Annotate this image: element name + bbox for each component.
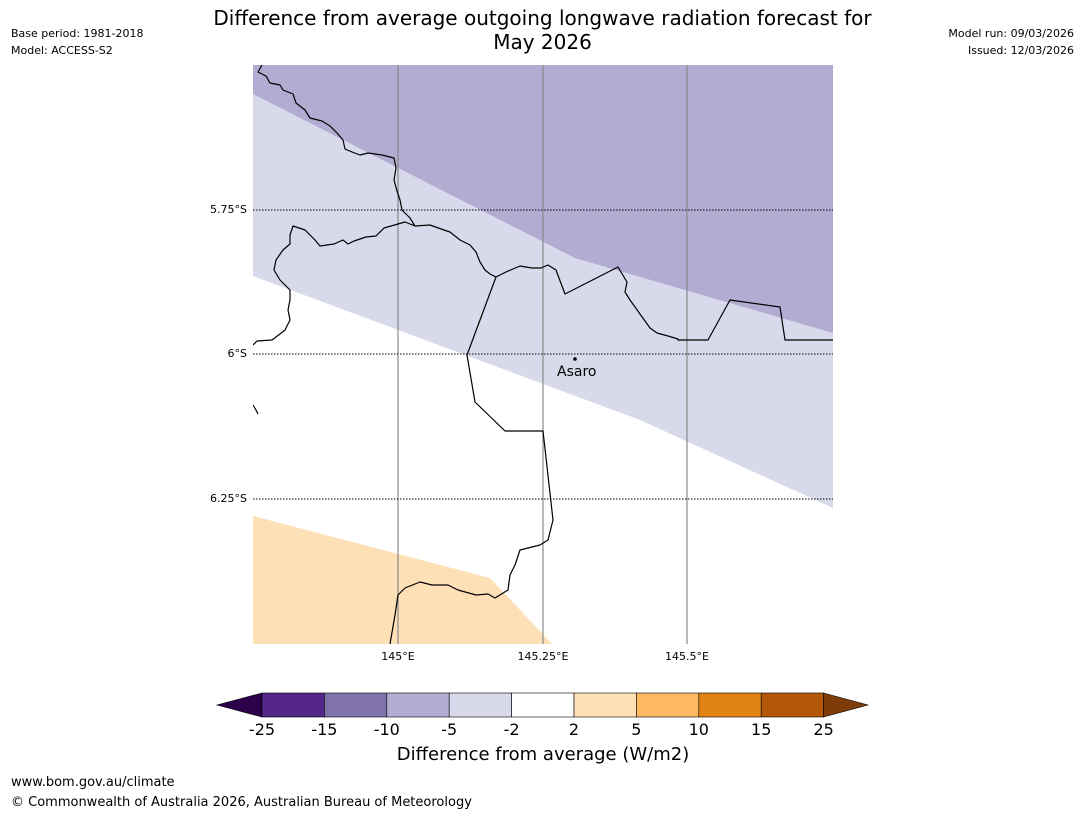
- anomaly-band-p2-p5: [253, 516, 552, 644]
- boundary-north: [257, 65, 416, 227]
- boundary-district: [389, 276, 554, 644]
- base-period-text: Base period: 1981-2018: [11, 27, 144, 40]
- footer-url[interactable]: www.bom.gov.au/climate: [11, 775, 175, 790]
- colorbar-bin-p2-p5: [573, 692, 637, 718]
- colorbar-bin-p5-p10: [636, 692, 700, 718]
- colorbar-bin-p10-p15: [698, 692, 762, 718]
- colorbar-tick-label: 2: [568, 720, 580, 739]
- colorbar-tick-label: 10: [688, 720, 709, 739]
- colorbar-tick-label: -2: [503, 720, 520, 739]
- issued-text: Issued: 12/03/2026: [967, 44, 1074, 57]
- colorbar-tick-label: 15: [751, 720, 772, 739]
- title-line-2: May 2026: [493, 30, 592, 54]
- model-text: Model: ACCESS-S2: [11, 44, 113, 57]
- lat-label-6-25s: 6.25°S: [210, 492, 247, 505]
- colorbar-tick-label: -25: [248, 720, 276, 739]
- colorbar-tick-label: -10: [373, 720, 400, 739]
- boundary-west: [253, 221, 416, 346]
- colorbar-tick-label: -15: [311, 720, 338, 739]
- province-boundaries: [253, 65, 833, 644]
- gridlines: [253, 65, 833, 644]
- lon-label-145e: 145°E: [381, 650, 415, 663]
- colorbar-tick-label: -5: [441, 720, 458, 739]
- map-area: [253, 65, 833, 644]
- colorbar-bin-m25-m15: [261, 692, 325, 718]
- footer-copyright: © Commonwealth of Australia 2026, Austra…: [11, 795, 472, 810]
- lon-label-145-25e: 145.25°E: [517, 650, 569, 663]
- boundary-central: [414, 224, 833, 341]
- lat-label-5-75s: 5.75°S: [210, 203, 247, 216]
- colorbar-title: Difference from average (W/m2): [396, 744, 690, 765]
- place-label-asaro: Asaro: [557, 364, 597, 380]
- lon-label-145-5e: 145.5°E: [665, 650, 709, 663]
- colorbar-tick-label: 25: [813, 720, 834, 739]
- colorbar-extend-low: [215, 692, 263, 718]
- model-run-text: Model run: 09/03/2026: [948, 27, 1074, 40]
- colorbar-extend-high: [823, 692, 870, 718]
- page-title: Difference from average outgoing longwav…: [170, 6, 915, 54]
- lat-label-6s: 6°S: [227, 347, 247, 360]
- colorbar-bin-p15-p25: [760, 692, 824, 718]
- asaro-point: [573, 357, 577, 361]
- title-line-1: Difference from average outgoing longwav…: [213, 6, 872, 30]
- colorbar-bin-m15-m10: [324, 692, 388, 718]
- colorbar-bin-m5-m2: [448, 692, 512, 718]
- place-marker: [573, 357, 577, 361]
- colorbar-bin-m10-m5: [386, 692, 450, 718]
- colorbar: [215, 692, 870, 718]
- boundary-stub: [253, 404, 259, 415]
- colorbar-bin-m2-p2: [511, 692, 575, 718]
- colorbar-tick-label: 5: [631, 720, 642, 739]
